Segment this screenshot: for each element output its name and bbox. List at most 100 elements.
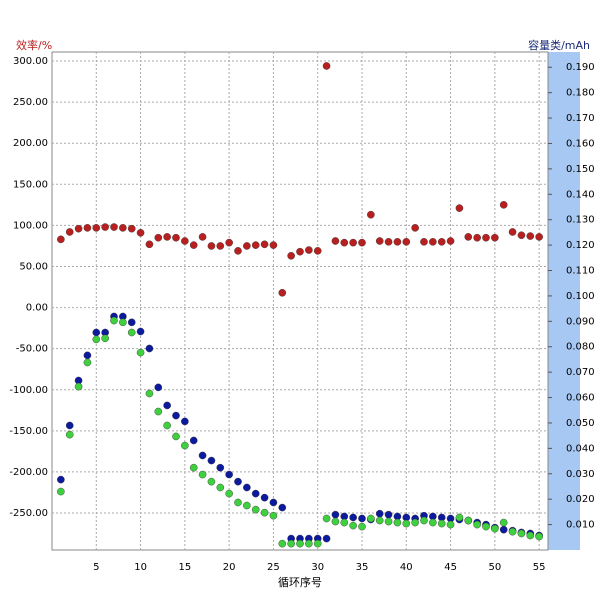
point [269,241,278,249]
point [65,228,74,236]
point [225,238,233,247]
point [429,238,437,246]
point [349,513,357,522]
point [92,335,101,344]
point [154,383,163,392]
y-tick-label: 250.00 [13,97,48,108]
x-tick-label: 10 [134,562,147,573]
point [127,224,136,233]
point [517,529,526,538]
point [172,233,180,242]
point [287,252,295,260]
y2-axis-title: 容量类/mAh [528,38,590,52]
point [411,518,419,527]
point [393,238,402,246]
point [251,489,260,498]
point [499,525,508,534]
y2-tick-label: 0.140 [566,189,595,200]
point [464,516,473,525]
point [234,247,242,255]
x-tick-label: 5 [93,562,99,573]
point [331,517,340,526]
point [74,382,83,391]
point [198,451,207,460]
point [437,238,446,246]
point [499,518,508,527]
point [92,224,101,232]
y2-tick-label: 0.130 [566,215,595,226]
y-tick-label: -150.00 [9,426,48,437]
y2-tick-label: 0.060 [566,393,595,404]
point [278,539,287,548]
point [207,456,216,465]
point [375,237,384,245]
point [243,501,251,510]
y2-tick-label: 0.100 [566,291,595,302]
point [172,411,180,420]
point [517,231,526,240]
y2-tick-label: 0.170 [566,113,595,124]
plot-frame [51,51,549,551]
y2-tick-label: 0.180 [566,88,595,99]
point [526,531,535,540]
point [331,237,340,245]
point [535,233,543,241]
x-tick-label: 50 [488,562,501,573]
y-tick-label: 100.00 [13,220,48,231]
point [420,516,428,525]
point [402,238,411,246]
point [65,421,74,430]
point [322,62,331,70]
point [269,511,278,520]
point [198,233,207,241]
point [260,240,269,249]
point [358,514,366,523]
point [358,522,366,531]
y2-tick-label: 0.010 [566,520,595,531]
y2-tick-label: 0.090 [566,316,595,327]
point [402,519,411,528]
y-tick-label: 0.00 [26,303,48,314]
point [65,430,74,439]
point [384,510,393,519]
point [181,441,189,450]
point [216,242,225,250]
x-axis-title: 循环序号 [278,575,322,589]
x-tick-label: 55 [533,562,546,573]
y2-tick-label: 0.050 [566,418,595,429]
point [145,344,154,353]
point [260,493,269,502]
point [127,328,136,337]
point [145,240,154,249]
point [163,421,171,430]
point [375,516,384,525]
point [119,318,127,327]
point [340,518,349,527]
point [322,534,331,543]
point [491,233,499,242]
point [216,463,225,472]
point [189,463,198,472]
y-tick-label: 150.00 [13,179,48,190]
point [110,316,118,325]
point [119,224,127,232]
point [473,233,481,242]
point [508,527,517,536]
y-tick-label: -250.00 [9,508,48,519]
point [57,475,65,484]
point [181,417,189,426]
point [349,238,357,247]
point [429,518,437,527]
point [110,223,118,231]
point [127,318,136,327]
x-tick-label: 30 [311,562,324,573]
y-axis-title: 效率/% [16,38,52,52]
point [57,487,65,496]
point [172,432,180,441]
point [225,489,233,498]
point [83,224,92,232]
point [225,470,233,479]
point [437,519,446,528]
y2-tick-label: 0.080 [566,342,595,353]
